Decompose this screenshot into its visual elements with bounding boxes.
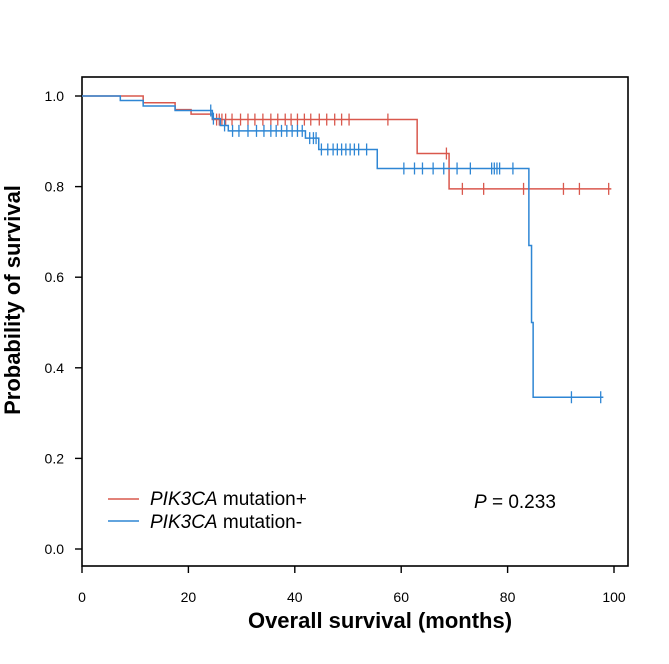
legend-label-mutation-plus: PIK3CA mutation+ [150, 489, 307, 510]
p-value: = 0.233 [487, 492, 556, 513]
p-value-annotation: P = 0.233 [474, 492, 556, 513]
x-tick-label: 100 [602, 589, 626, 605]
x-tick-label: 0 [78, 589, 86, 605]
legend-suffix-minus: mutation- [218, 512, 302, 533]
x-axis-title: Overall survival (months) [248, 608, 512, 633]
y-axis: 0.0 0.2 0.4 0.6 0.8 1.0 [45, 88, 82, 557]
legend-gene-minus: PIK3CA [150, 512, 218, 533]
legend-gene-plus: PIK3CA [150, 489, 218, 510]
y-tick-label: 0.8 [45, 179, 65, 195]
legend-suffix-plus: mutation+ [218, 489, 307, 510]
km-curve-series-1 [82, 95, 604, 398]
legend: PIK3CA mutation+ PIK3CA mutation- [108, 489, 307, 533]
p-symbol: P [474, 492, 487, 513]
plot-frame [81, 76, 629, 567]
x-tick-label: 40 [287, 589, 303, 605]
km-curve-series-0 [82, 95, 612, 190]
x-axis: 0 20 40 60 80 100 [78, 566, 626, 605]
y-tick-label: 0.2 [45, 450, 65, 466]
y-tick-label: 1.0 [45, 88, 65, 104]
y-tick-label: 0.4 [45, 360, 65, 376]
y-axis-title: Probability of survival [0, 185, 25, 415]
x-tick-label: 80 [500, 589, 516, 605]
series-layer [82, 95, 612, 404]
legend-label-mutation-minus: PIK3CA mutation- [150, 512, 302, 533]
y-tick-label: 0.6 [45, 269, 65, 285]
x-tick-label: 60 [393, 589, 409, 605]
x-tick-label: 20 [181, 589, 197, 605]
y-tick-label: 0.0 [45, 541, 65, 557]
